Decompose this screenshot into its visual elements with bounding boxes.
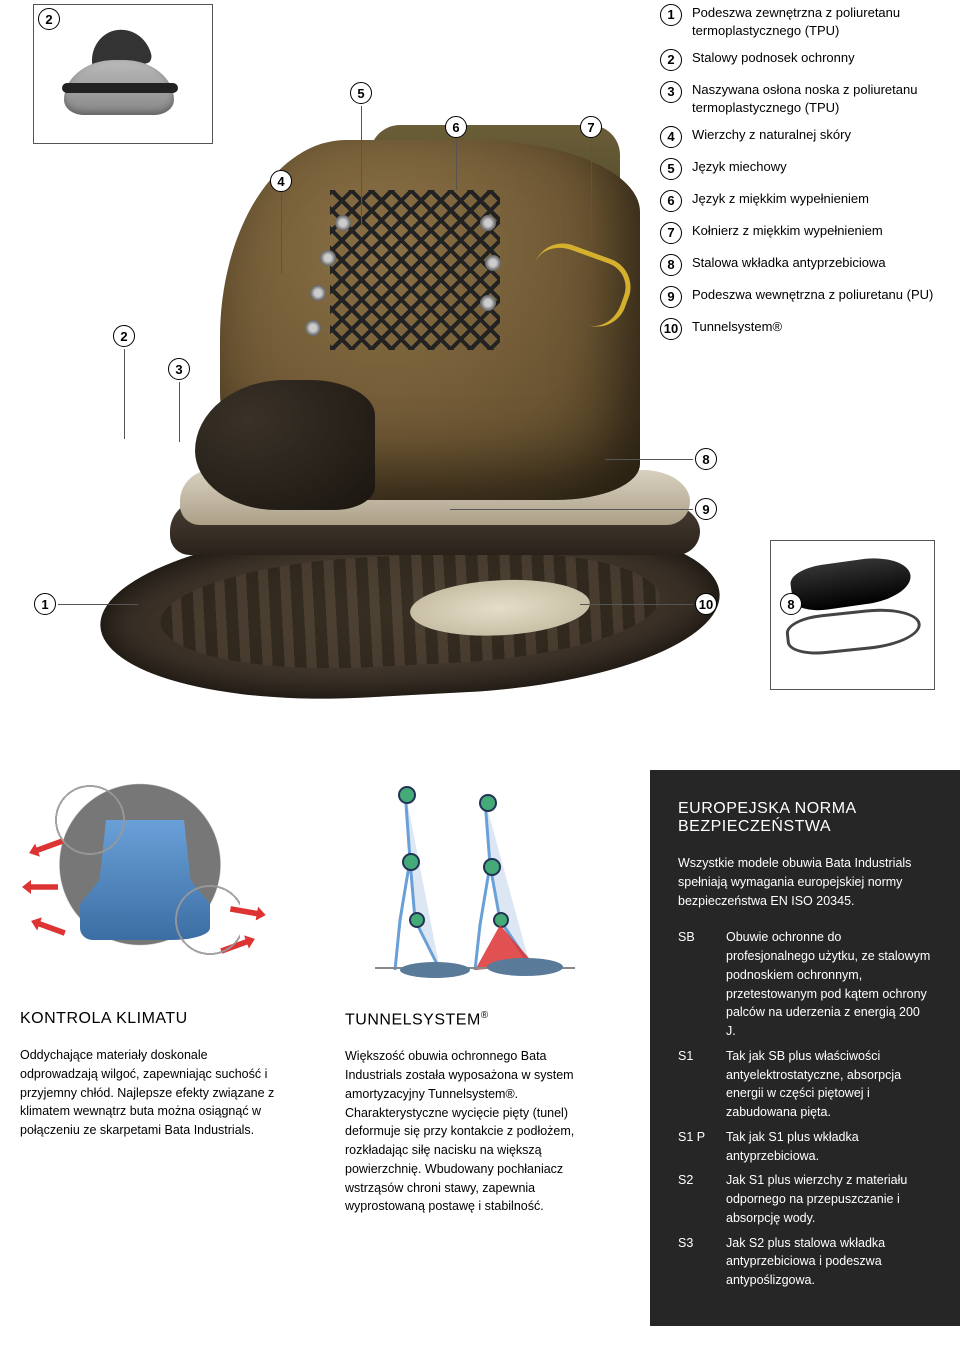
legend-text: Stalowy podnosek ochronny: [692, 49, 855, 67]
callout-line: [605, 459, 693, 460]
callout-5: 5: [350, 82, 372, 104]
callout-7: 7: [580, 116, 602, 138]
standard-row: SBObuwie ochronne do profesjonalnego uży…: [678, 928, 932, 1041]
legend-num: 1: [660, 4, 682, 26]
tunnel-body: Większość obuwia ochronnego Bata Industr…: [345, 1047, 600, 1216]
legend-item: 3 Naszywana osłona noska z poliuretanu te…: [660, 81, 950, 116]
callout-line: [450, 509, 693, 510]
legend-text: Tunnelsystem®: [692, 318, 782, 336]
legend-item: 5 Język miechowy: [660, 158, 950, 180]
callout-line: [58, 604, 138, 605]
legend-item: 6 Język z miękkim wypełnieniem: [660, 190, 950, 212]
standard-row: S3Jak S2 plus stalowa wkładka antyprzebi…: [678, 1234, 932, 1290]
legend-text: Stalowa wkładka antyprzebiciowa: [692, 254, 886, 272]
boot-diagram-section: 2 8 1 2 3 4 5 6 7 8 9 10: [0, 0, 960, 730]
safety-title: EUROPEJSKA NORMA BEZPIECZEŃSTWA: [678, 800, 932, 836]
callout-line: [580, 604, 693, 605]
legend-num: 7: [660, 222, 682, 244]
legend-item: 8 Stalowa wkładka antyprzebiciowa: [660, 254, 950, 276]
callout-6: 6: [445, 116, 467, 138]
callout-2: 2: [113, 325, 135, 347]
legend-text: Naszywana osłona noska z poliuretanu ter…: [692, 81, 950, 116]
callout-line: [456, 140, 457, 190]
legend-num: 6: [660, 190, 682, 212]
standard-desc: Tak jak SB plus właściwości antyelektros…: [726, 1047, 932, 1122]
standard-code: SB: [678, 928, 714, 1041]
legend-item: 1 Podeszwa zewnętrzna z poliuretanu termo…: [660, 4, 950, 39]
legend-text: Wierzchy z naturalnej skóry: [692, 126, 851, 144]
callout-3: 3: [168, 358, 190, 380]
tunnel-title: TUNNELSYSTEM®: [345, 1010, 600, 1029]
callout-4: 4: [270, 170, 292, 192]
insole-inset: [770, 540, 935, 690]
standard-code: S1: [678, 1047, 714, 1122]
callout-2-inset: 2: [38, 8, 60, 30]
legend-item: 7 Kołnierz z miękkim wypełnieniem: [660, 222, 950, 244]
legend-num: 5: [660, 158, 682, 180]
standard-code: S2: [678, 1171, 714, 1227]
boot-illustration: [100, 100, 720, 690]
legend-item: 10 Tunnelsystem®: [660, 318, 950, 340]
callout-line: [281, 194, 282, 274]
legend-text: Język z miękkim wypełnieniem: [692, 190, 869, 208]
tunnel-illustration: [345, 770, 585, 980]
callout-10: 10: [695, 593, 717, 615]
legend-num: 8: [660, 254, 682, 276]
standard-row: S1 P Tak jak S1 plus wkładka antyprzebici…: [678, 1128, 932, 1166]
safety-column: EUROPEJSKA NORMA BEZPIECZEŃSTWA Wszystki…: [650, 770, 960, 1326]
callout-1: 1: [34, 593, 56, 615]
legend-num: 9: [660, 286, 682, 308]
legend-num: 2: [660, 49, 682, 71]
callout-9: 9: [695, 498, 717, 520]
callout-line: [179, 382, 180, 442]
legend-item: 9 Podeszwa wewnętrzna z poliuretanu (PU): [660, 286, 950, 308]
standard-desc: Obuwie ochronne do profesjonalnego użytk…: [726, 928, 932, 1041]
safety-standards-table: SBObuwie ochronne do profesjonalnego uży…: [678, 928, 932, 1290]
info-section: KONTROLA KLIMATU Oddychające materiały d…: [0, 730, 960, 1366]
standard-code: S1 P: [678, 1128, 714, 1166]
legend-text: Podeszwa zewnętrzna z poliuretanu termop…: [692, 4, 950, 39]
standard-desc: Tak jak S1 plus wkładka antyprzebiciowa.: [726, 1128, 932, 1166]
legend-text: Podeszwa wewnętrzna z poliuretanu (PU): [692, 286, 933, 304]
legend-num: 10: [660, 318, 682, 340]
standard-desc: Jak S2 plus stalowa wkładka antyprzebici…: [726, 1234, 932, 1290]
standard-code: S3: [678, 1234, 714, 1290]
legend-text: Język miechowy: [692, 158, 787, 176]
callout-line: [591, 140, 592, 240]
diagram-legend: 1 Podeszwa zewnętrzna z poliuretanu termo…: [660, 4, 950, 350]
legend-item: 2 Stalowy podnosek ochronny: [660, 49, 950, 71]
callout-8: 8: [695, 448, 717, 470]
safety-intro: Wszystkie modele obuwia Bata Industrials…: [678, 854, 932, 910]
legend-num: 4: [660, 126, 682, 148]
climate-illustration: [20, 770, 260, 980]
legend-item: 4 Wierzchy z naturalnej skóry: [660, 126, 950, 148]
callout-line: [124, 349, 125, 439]
standard-desc: Jak S1 plus wierzchy z materiału odporne…: [726, 1171, 932, 1227]
legend-num: 3: [660, 81, 682, 103]
callout-line: [361, 106, 362, 226]
legend-text: Kołnierz z miękkim wypełnieniem: [692, 222, 883, 240]
tunnel-column: TUNNELSYSTEM® Większość obuwia ochronneg…: [325, 770, 620, 1326]
standard-row: S2Jak S1 plus wierzchy z materiału odpor…: [678, 1171, 932, 1227]
standard-row: S1Tak jak SB plus właściwości antyelektr…: [678, 1047, 932, 1122]
climate-title: KONTROLA KLIMATU: [20, 1010, 275, 1028]
climate-column: KONTROLA KLIMATU Oddychające materiały d…: [0, 770, 295, 1326]
callout-8-inset: 8: [780, 593, 802, 615]
climate-body: Oddychające materiały doskonale odprowad…: [20, 1046, 275, 1140]
